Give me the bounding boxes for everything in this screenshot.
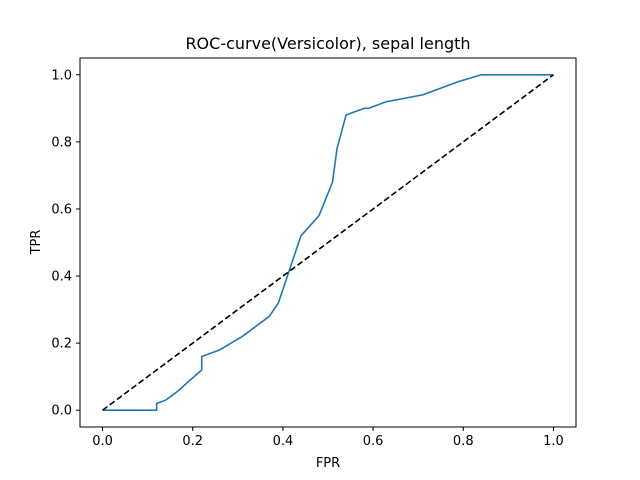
x-tick-label: 0.2 — [182, 434, 203, 449]
y-tick-label: 0.4 — [51, 270, 72, 285]
x-tick-label: 0.6 — [363, 434, 384, 449]
y-axis-ticks: 0.0 0.2 0.4 0.6 0.8 1.0 — [51, 68, 80, 419]
y-tick-label: 0.0 — [51, 404, 72, 419]
y-tick-label: 0.6 — [51, 202, 72, 217]
chart-title: ROC-curve(Versicolor), sepal length — [185, 34, 470, 53]
roc-curve-line — [102, 73, 554, 412]
y-tick-label: 1.0 — [51, 68, 72, 83]
x-tick-label: 0.4 — [273, 434, 294, 449]
y-tick-label: 0.8 — [51, 135, 72, 150]
x-tick-label: 0.0 — [92, 434, 113, 449]
chance-diagonal-line — [102, 74, 554, 411]
axes-frame — [79, 57, 577, 428]
plot-area: 0.0 0.2 0.4 0.6 0.8 1.0 0.0 0.2 0.4 0.6 0.8 1.0 — [51, 57, 577, 449]
x-axis-ticks: 0.0 0.2 0.4 0.6 0.8 1.0 — [92, 427, 564, 449]
x-tick-label: 0.8 — [453, 434, 474, 449]
series-layer — [102, 73, 554, 412]
x-axis-label: FPR — [316, 456, 340, 471]
y-tick-label: 0.2 — [51, 337, 72, 352]
x-tick-label: 1.0 — [543, 434, 564, 449]
y-axis-label: TPR — [29, 230, 44, 256]
